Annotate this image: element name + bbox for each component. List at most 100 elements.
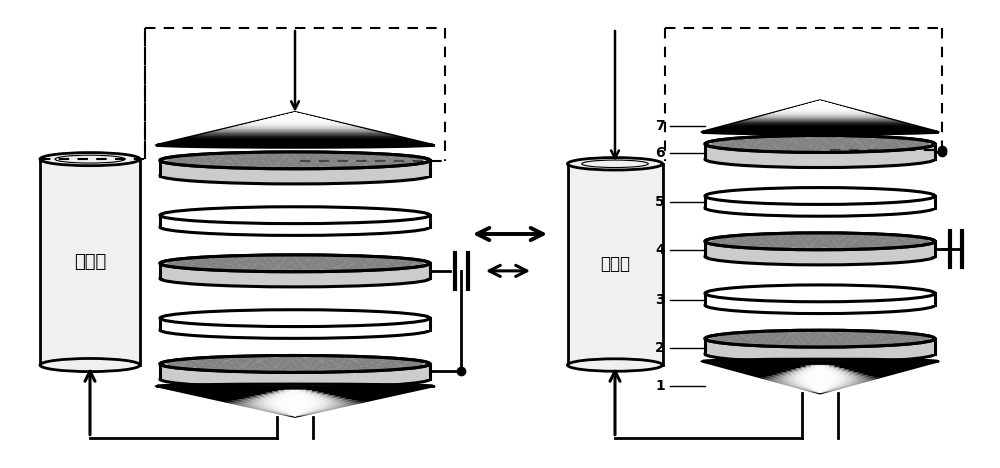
Polygon shape [201,407,389,417]
Polygon shape [160,161,430,176]
Polygon shape [705,241,935,256]
Polygon shape [705,196,935,208]
Polygon shape [231,400,359,417]
Ellipse shape [160,322,430,338]
Polygon shape [219,403,371,417]
Polygon shape [283,389,307,417]
Ellipse shape [705,297,935,314]
Polygon shape [815,101,825,102]
Polygon shape [790,101,850,109]
Polygon shape [277,112,313,117]
Polygon shape [225,402,365,417]
Polygon shape [790,369,850,393]
Polygon shape [236,399,354,417]
Polygon shape [160,364,430,379]
Polygon shape [755,379,885,393]
Polygon shape [213,112,377,132]
Polygon shape [219,112,371,131]
Ellipse shape [160,167,430,184]
Polygon shape [231,112,359,128]
Polygon shape [703,101,937,132]
Polygon shape [207,405,383,417]
Polygon shape [260,112,330,121]
Text: 合成液: 合成液 [74,253,106,271]
Polygon shape [160,263,430,278]
Polygon shape [248,112,342,124]
Ellipse shape [705,285,935,302]
Text: 3: 3 [655,292,665,307]
Polygon shape [272,391,318,417]
Polygon shape [760,378,880,393]
Polygon shape [750,101,890,119]
Polygon shape [795,101,845,107]
Polygon shape [283,112,307,115]
Polygon shape [800,101,840,106]
Polygon shape [248,396,342,417]
Polygon shape [740,383,900,393]
Polygon shape [190,410,400,417]
Polygon shape [805,101,835,105]
Polygon shape [190,112,400,138]
Polygon shape [770,375,870,393]
Text: 4: 4 [655,243,665,257]
Ellipse shape [705,233,935,250]
Text: 5: 5 [655,195,665,209]
Ellipse shape [160,371,430,388]
Polygon shape [745,381,895,393]
Polygon shape [785,101,855,110]
Polygon shape [289,112,301,114]
Polygon shape [785,371,855,393]
Polygon shape [730,101,910,124]
Polygon shape [730,386,910,393]
Ellipse shape [160,310,430,327]
Polygon shape [810,101,830,103]
Polygon shape [705,144,935,159]
Text: 2: 2 [655,341,665,355]
Polygon shape [805,366,835,393]
Ellipse shape [40,153,140,166]
Text: 合成液: 合成液 [600,256,630,273]
Ellipse shape [568,359,662,371]
Polygon shape [254,112,336,122]
Ellipse shape [40,358,140,372]
Polygon shape [780,101,860,111]
Polygon shape [740,101,900,122]
Polygon shape [196,408,394,417]
Polygon shape [201,112,389,135]
Ellipse shape [160,255,430,272]
Polygon shape [705,293,935,305]
Polygon shape [765,376,875,393]
Polygon shape [760,101,880,117]
Polygon shape [207,112,383,133]
Polygon shape [277,390,313,417]
Polygon shape [40,159,140,365]
Ellipse shape [705,151,935,168]
Polygon shape [254,395,336,417]
Polygon shape [800,367,840,393]
Polygon shape [242,398,348,417]
Ellipse shape [705,248,935,265]
Ellipse shape [705,188,935,205]
Polygon shape [242,112,348,125]
Polygon shape [775,373,865,393]
Polygon shape [260,394,330,417]
Text: 6: 6 [655,146,665,160]
Text: 7: 7 [655,119,665,133]
Ellipse shape [160,219,430,235]
Polygon shape [810,364,830,393]
Polygon shape [157,386,433,417]
Polygon shape [266,393,324,417]
Polygon shape [272,112,318,118]
Polygon shape [795,368,845,393]
Ellipse shape [705,136,935,153]
Ellipse shape [160,270,430,287]
Polygon shape [225,112,365,129]
Polygon shape [815,363,825,393]
Polygon shape [236,112,354,126]
Polygon shape [770,101,870,114]
Polygon shape [755,101,885,118]
Polygon shape [703,361,937,393]
Polygon shape [160,215,430,227]
Polygon shape [780,372,860,393]
Polygon shape [160,318,430,330]
